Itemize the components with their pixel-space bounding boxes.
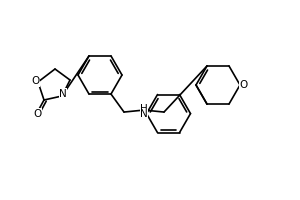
Text: N: N <box>140 109 148 119</box>
Text: H: H <box>140 104 148 114</box>
Text: O: O <box>33 109 41 119</box>
Text: O: O <box>31 76 39 86</box>
Text: N: N <box>59 89 67 99</box>
Text: O: O <box>240 80 248 90</box>
